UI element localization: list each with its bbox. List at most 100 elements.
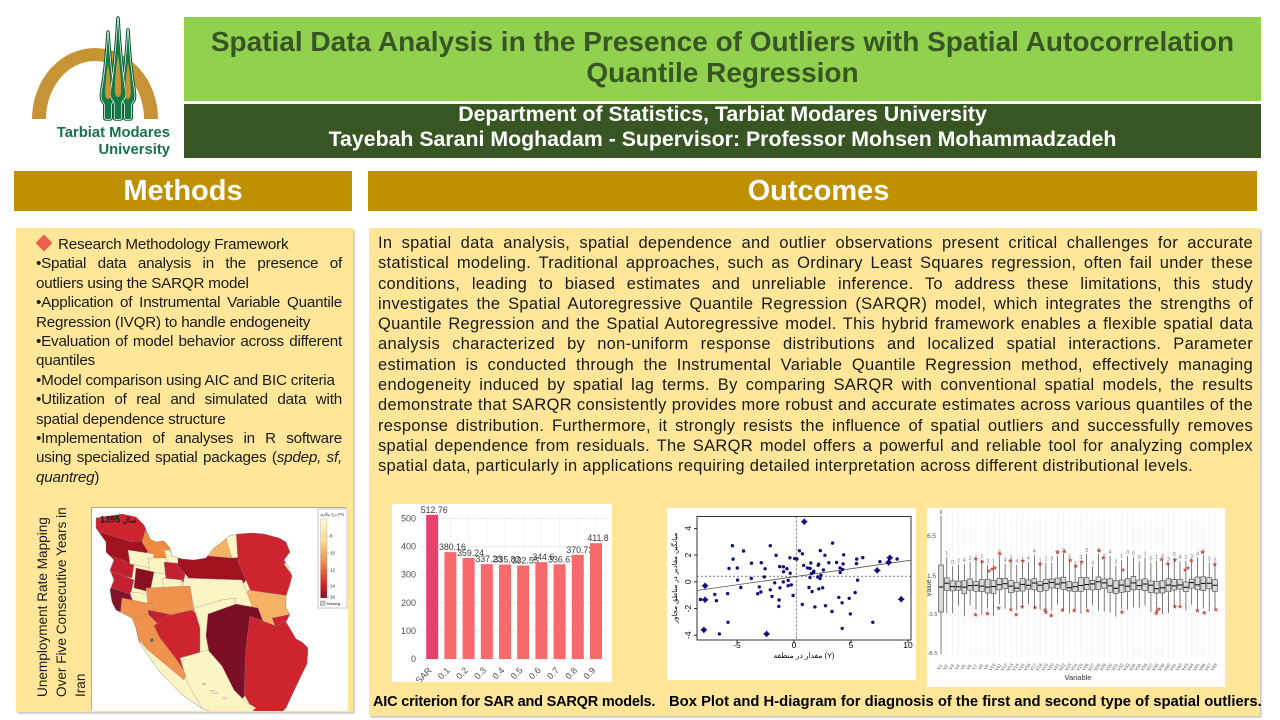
svg-text:8: 8: [330, 534, 333, 539]
svg-text:1: 1: [1155, 555, 1158, 561]
svg-text:V45: V45: [1192, 662, 1201, 672]
svg-text:V3: V3: [948, 663, 956, 671]
svg-text:12: 12: [330, 568, 335, 573]
svg-text:V9: V9: [983, 663, 991, 671]
svg-text:V40: V40: [1163, 662, 1172, 672]
svg-text:400: 400: [401, 542, 416, 552]
svg-text:10: 10: [330, 551, 335, 556]
svg-text:1395 سال: 1395 سال: [100, 515, 137, 525]
svg-text:نرخ بيکاري (%): نرخ بيکاري (%): [320, 512, 345, 517]
svg-text:V41: V41: [1169, 662, 1178, 672]
svg-text:V25: V25: [1075, 662, 1084, 672]
svg-text:4: 4: [1178, 555, 1181, 561]
svg-text:-8.5: -8.5: [928, 651, 938, 657]
svg-text:3: 3: [1208, 557, 1211, 563]
svg-text:3: 3: [1085, 548, 1088, 554]
svg-text:1.5: 1.5: [927, 573, 936, 580]
svg-text:5: 5: [849, 640, 854, 650]
svg-text:2: 2: [969, 556, 972, 562]
svg-text:0: 0: [1138, 555, 1141, 561]
svg-text:344.6: 344.6: [532, 552, 554, 562]
svg-text:4: 4: [1027, 556, 1030, 562]
svg-text:2: 2: [683, 552, 693, 557]
svg-text:332.55: 332.55: [512, 556, 539, 566]
svg-text:V38: V38: [1151, 662, 1160, 672]
svg-text:V2: V2: [942, 663, 950, 671]
svg-text:359.24: 359.24: [457, 548, 484, 558]
svg-text:4: 4: [1033, 549, 1036, 555]
svg-text:V15: V15: [1017, 662, 1026, 672]
svg-text:V13: V13: [1005, 662, 1014, 672]
svg-text:6.5: 6.5: [927, 533, 936, 540]
svg-text:1: 1: [1044, 557, 1047, 563]
svg-text:3: 3: [1068, 554, 1071, 560]
svg-text:1: 1: [980, 554, 983, 560]
svg-text:3: 3: [1079, 555, 1082, 561]
svg-text:200: 200: [401, 598, 416, 608]
svg-text:1: 1: [945, 551, 948, 557]
svg-text:V28: V28: [1093, 662, 1102, 672]
svg-text:335.82: 335.82: [494, 555, 521, 565]
svg-text:4: 4: [963, 558, 966, 564]
svg-text:V20: V20: [1046, 662, 1055, 672]
svg-text:مقدار در منطقه (Y): مقدار در منطقه (Y): [774, 651, 835, 660]
svg-text:3: 3: [1213, 558, 1216, 564]
svg-text:500: 500: [401, 513, 416, 523]
svg-text:4: 4: [1109, 550, 1112, 556]
svg-text:14: 14: [330, 584, 335, 589]
svg-text:-5: -5: [733, 640, 741, 650]
svg-text:10: 10: [903, 640, 913, 650]
svg-text:V36: V36: [1139, 662, 1148, 672]
svg-text:V33: V33: [1122, 662, 1131, 672]
svg-text:V46: V46: [1198, 662, 1207, 672]
svg-text:0: 0: [792, 640, 797, 650]
svg-text:Value: Value: [927, 579, 933, 596]
svg-text:0: 0: [940, 510, 943, 516]
svg-text:V29: V29: [1099, 662, 1108, 672]
svg-text:V5: V5: [959, 663, 967, 671]
svg-text:4: 4: [1196, 552, 1199, 558]
svg-text:2: 2: [1184, 555, 1187, 561]
svg-text:V23: V23: [1064, 662, 1073, 672]
svg-text:V21: V21: [1052, 662, 1061, 672]
svg-text:0: 0: [951, 560, 954, 566]
svg-text:Missing: Missing: [327, 601, 341, 606]
svg-text:V48: V48: [1209, 662, 1218, 672]
svg-text:337.23: 337.23: [475, 554, 502, 564]
svg-text:V4: V4: [954, 663, 962, 671]
svg-text:1: 1: [1120, 554, 1123, 560]
svg-text:370.73: 370.73: [566, 545, 593, 555]
svg-text:3: 3: [1050, 557, 1053, 563]
svg-text:1: 1: [1039, 559, 1042, 565]
svg-text:V30: V30: [1105, 662, 1114, 672]
svg-text:V26: V26: [1081, 662, 1090, 672]
svg-text:V10: V10: [988, 662, 997, 672]
svg-text:V6: V6: [965, 663, 973, 671]
svg-text:3: 3: [1009, 555, 1012, 561]
svg-text:4: 4: [683, 526, 693, 531]
svg-text:V11: V11: [994, 662, 1003, 672]
svg-text:V47: V47: [1204, 662, 1213, 672]
svg-text:2: 2: [1114, 560, 1117, 566]
svg-text:380.16: 380.16: [439, 542, 466, 552]
svg-text:V43: V43: [1180, 662, 1189, 672]
svg-text:V37: V37: [1145, 662, 1154, 672]
svg-text:3: 3: [1074, 562, 1077, 568]
svg-text:3: 3: [986, 559, 989, 565]
svg-text:1: 1: [1143, 551, 1146, 557]
svg-text:V16: V16: [1023, 662, 1032, 672]
svg-text:-2: -2: [683, 604, 693, 612]
svg-text:0: 0: [411, 654, 416, 664]
svg-text:V1: V1: [936, 663, 944, 671]
svg-text:V32: V32: [1116, 662, 1125, 672]
svg-text:336.67: 336.67: [548, 554, 575, 564]
svg-text:-4: -4: [683, 631, 693, 639]
svg-text:V22: V22: [1058, 662, 1067, 672]
svg-text:V18: V18: [1035, 662, 1044, 672]
svg-text:V44: V44: [1186, 662, 1195, 672]
svg-text:4: 4: [1161, 554, 1164, 560]
svg-text:100: 100: [401, 626, 416, 636]
svg-text:V31: V31: [1110, 662, 1119, 672]
svg-text:V12: V12: [1000, 662, 1009, 672]
svg-text:0: 0: [1149, 557, 1152, 563]
